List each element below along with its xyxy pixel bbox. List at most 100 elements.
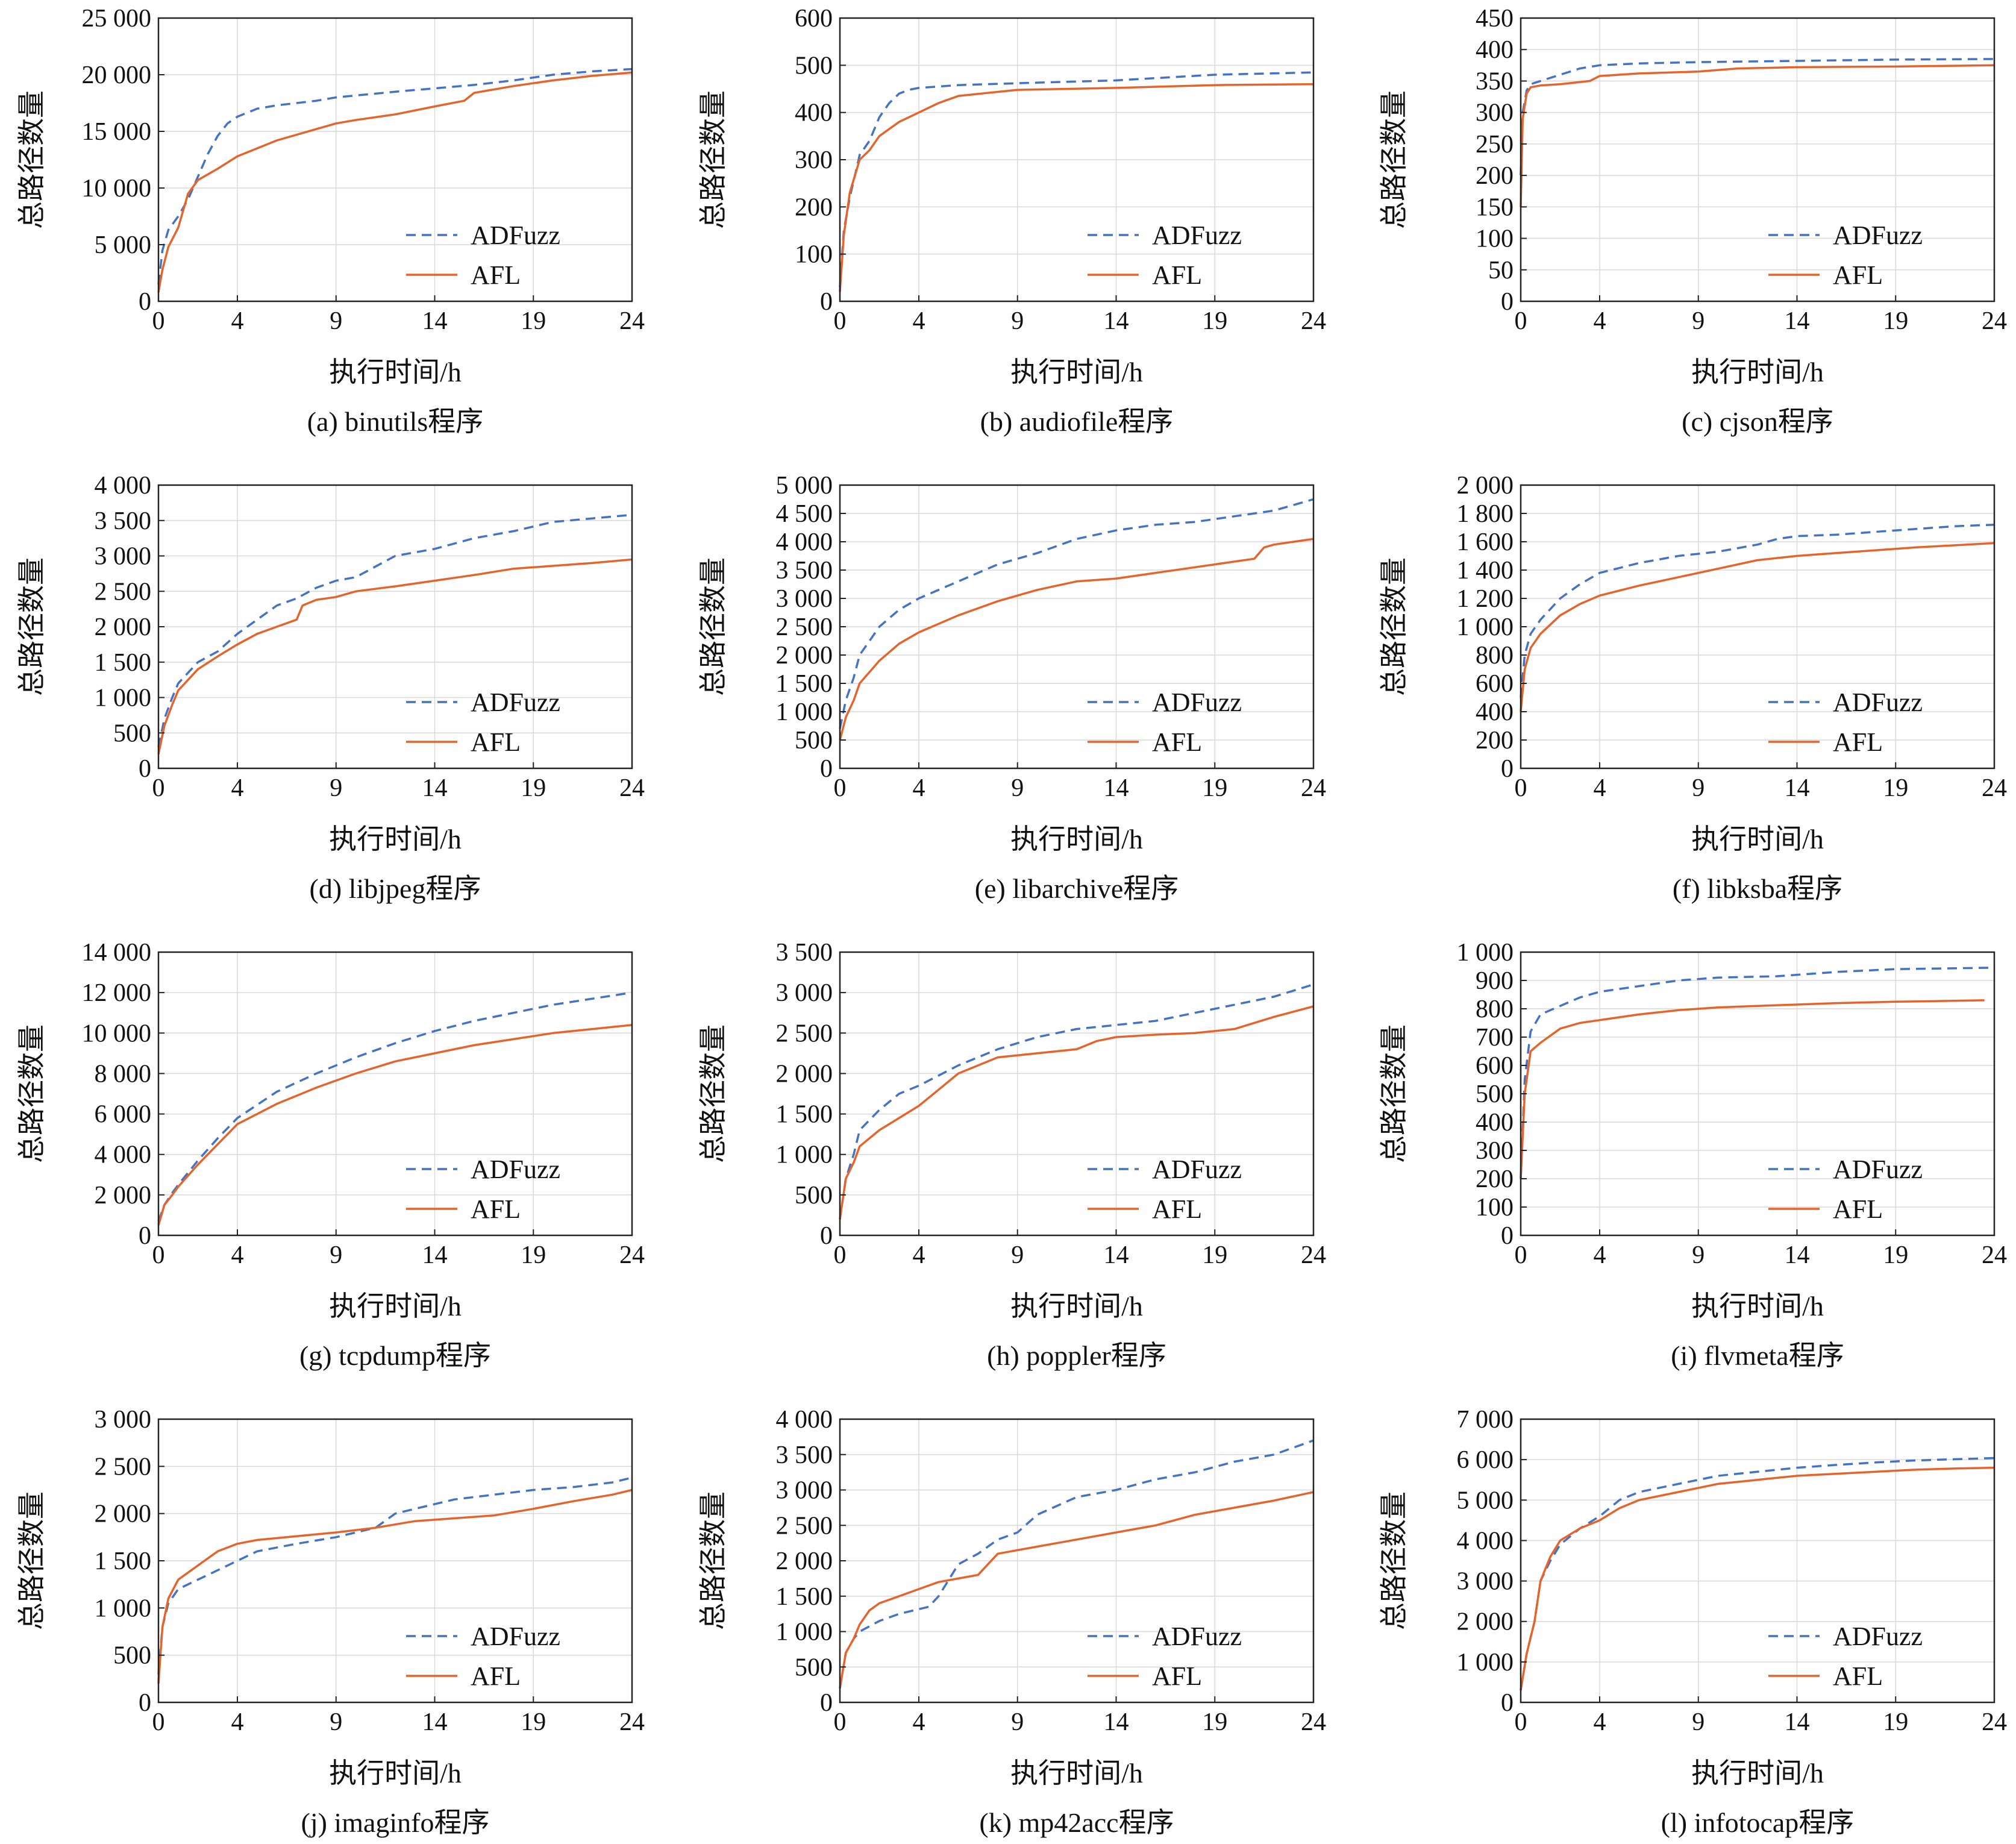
- x-tick-label: 24: [619, 1708, 645, 1736]
- legend-label: ADFuzz: [1833, 688, 1923, 717]
- x-tick-label: 4: [231, 1708, 244, 1736]
- y-axis-label: 总路径数量: [1379, 90, 1409, 229]
- y-tick-label: 3 000: [776, 979, 833, 1007]
- y-tick-label: 50: [1488, 257, 1514, 284]
- x-tick-label: 24: [1982, 1241, 2007, 1269]
- legend-label: AFL: [471, 1194, 521, 1224]
- legend-label: AFL: [1152, 1661, 1202, 1691]
- y-tick-label: 100: [795, 241, 833, 269]
- legend-label: ADFuzz: [1833, 1155, 1923, 1184]
- x-tick-label: 9: [1692, 774, 1705, 802]
- series-line-afl: [157, 558, 633, 754]
- y-tick-label: 4 000: [95, 1141, 152, 1169]
- y-tick-label: 4 000: [95, 472, 152, 500]
- x-axis-label: 执行时间/h: [1691, 824, 1824, 855]
- y-tick-label: 4 000: [1457, 1527, 1514, 1555]
- series-line-afl: [1520, 999, 1985, 1179]
- series-line-adfuzz: [157, 1476, 633, 1675]
- series-line-afl: [839, 83, 1314, 292]
- series-line-afl: [157, 1488, 633, 1684]
- x-tick-label: 4: [913, 1241, 925, 1269]
- y-tick-label: 15 000: [82, 118, 152, 146]
- series-line-afl: [839, 538, 1314, 741]
- y-tick-label: 1 000: [1457, 613, 1514, 641]
- x-tick-label: 14: [1104, 774, 1129, 802]
- x-tick-label: 24: [1982, 1708, 2007, 1736]
- x-tick-label: 14: [1785, 1708, 1810, 1736]
- legend-label: ADFuzz: [471, 1155, 560, 1184]
- y-tick-label: 600: [795, 5, 833, 33]
- x-tick-label: 4: [1594, 1241, 1606, 1269]
- legend-label: ADFuzz: [471, 221, 560, 250]
- x-tick-label: 9: [1011, 307, 1024, 335]
- x-tick-label: 24: [619, 1241, 645, 1269]
- series-line-afl: [839, 1491, 1314, 1689]
- y-tick-label: 500: [795, 727, 833, 754]
- y-tick-label: 4 500: [776, 500, 833, 528]
- x-tick-label: 0: [1515, 1708, 1527, 1736]
- chart-title: (e) libarchive程序: [975, 873, 1179, 904]
- series-line-adfuzz: [1520, 967, 1995, 1179]
- y-tick-label: 0: [820, 755, 833, 783]
- y-tick-label: 150: [1476, 193, 1514, 221]
- y-tick-label: 3 000: [1457, 1568, 1514, 1596]
- x-tick-label: 24: [1982, 307, 2007, 335]
- y-tick-label: 0: [139, 755, 151, 783]
- x-tick-label: 0: [834, 774, 847, 802]
- legend-label: AFL: [1833, 1661, 1883, 1691]
- x-tick-label: 14: [1104, 307, 1129, 335]
- y-tick-label: 400: [1476, 1109, 1514, 1137]
- y-tick-label: 4 000: [776, 528, 833, 556]
- legend-label: AFL: [471, 1661, 521, 1691]
- y-tick-label: 1 500: [95, 649, 152, 677]
- y-tick-label: 400: [1476, 36, 1514, 64]
- y-tick-label: 2 500: [776, 1020, 833, 1047]
- y-tick-label: 1 600: [1457, 528, 1514, 556]
- x-axis-label: 执行时间/h: [1010, 357, 1143, 387]
- x-tick-label: 4: [913, 1708, 925, 1736]
- y-tick-label: 2 500: [776, 1512, 833, 1540]
- y-tick-label: 2 000: [776, 1548, 833, 1575]
- legend-label: ADFuzz: [471, 688, 560, 717]
- x-tick-label: 9: [1692, 307, 1705, 335]
- x-tick-label: 14: [1104, 1708, 1129, 1736]
- legend-label: AFL: [1833, 260, 1883, 290]
- y-axis-label: 总路径数量: [1379, 557, 1409, 696]
- y-axis-label: 总路径数量: [16, 90, 47, 229]
- y-tick-label: 1 000: [1457, 939, 1514, 967]
- legend-label: ADFuzz: [1152, 1622, 1242, 1651]
- x-tick-label: 9: [330, 1708, 342, 1736]
- y-tick-label: 25 000: [82, 5, 152, 33]
- y-axis-label: 总路径数量: [16, 557, 47, 696]
- series-line-adfuzz: [839, 71, 1314, 287]
- y-tick-label: 0: [139, 1222, 151, 1250]
- y-tick-label: 500: [113, 720, 151, 747]
- series-line-afl: [1520, 542, 1995, 712]
- x-tick-label: 4: [231, 307, 244, 335]
- series-line-afl: [157, 71, 633, 293]
- y-tick-label: 0: [820, 1689, 833, 1717]
- x-tick-label: 24: [1301, 1708, 1326, 1736]
- x-tick-label: 0: [152, 1241, 165, 1269]
- y-tick-label: 300: [1476, 99, 1514, 127]
- legend-label: AFL: [1152, 1194, 1202, 1224]
- y-tick-label: 250: [1476, 131, 1514, 158]
- plot-frame: [157, 951, 633, 1237]
- x-tick-label: 4: [913, 774, 925, 802]
- y-axis-label: 总路径数量: [698, 90, 728, 229]
- x-tick-label: 0: [1515, 1241, 1527, 1269]
- x-axis-label: 执行时间/h: [1691, 357, 1824, 387]
- x-tick-label: 19: [1883, 1241, 1908, 1269]
- x-tick-label: 19: [1202, 1241, 1227, 1269]
- y-tick-label: 0: [1501, 755, 1514, 783]
- y-tick-label: 10 000: [82, 1020, 152, 1047]
- y-tick-label: 1 000: [95, 685, 152, 712]
- x-tick-label: 9: [1011, 1708, 1024, 1736]
- y-tick-label: 3 000: [776, 1477, 833, 1505]
- y-tick-label: 450: [1476, 5, 1514, 33]
- legend-label: AFL: [1152, 727, 1202, 757]
- x-tick-label: 19: [1202, 307, 1227, 335]
- legend-label: AFL: [1152, 260, 1202, 290]
- y-tick-label: 0: [820, 288, 833, 316]
- x-tick-label: 19: [521, 307, 546, 335]
